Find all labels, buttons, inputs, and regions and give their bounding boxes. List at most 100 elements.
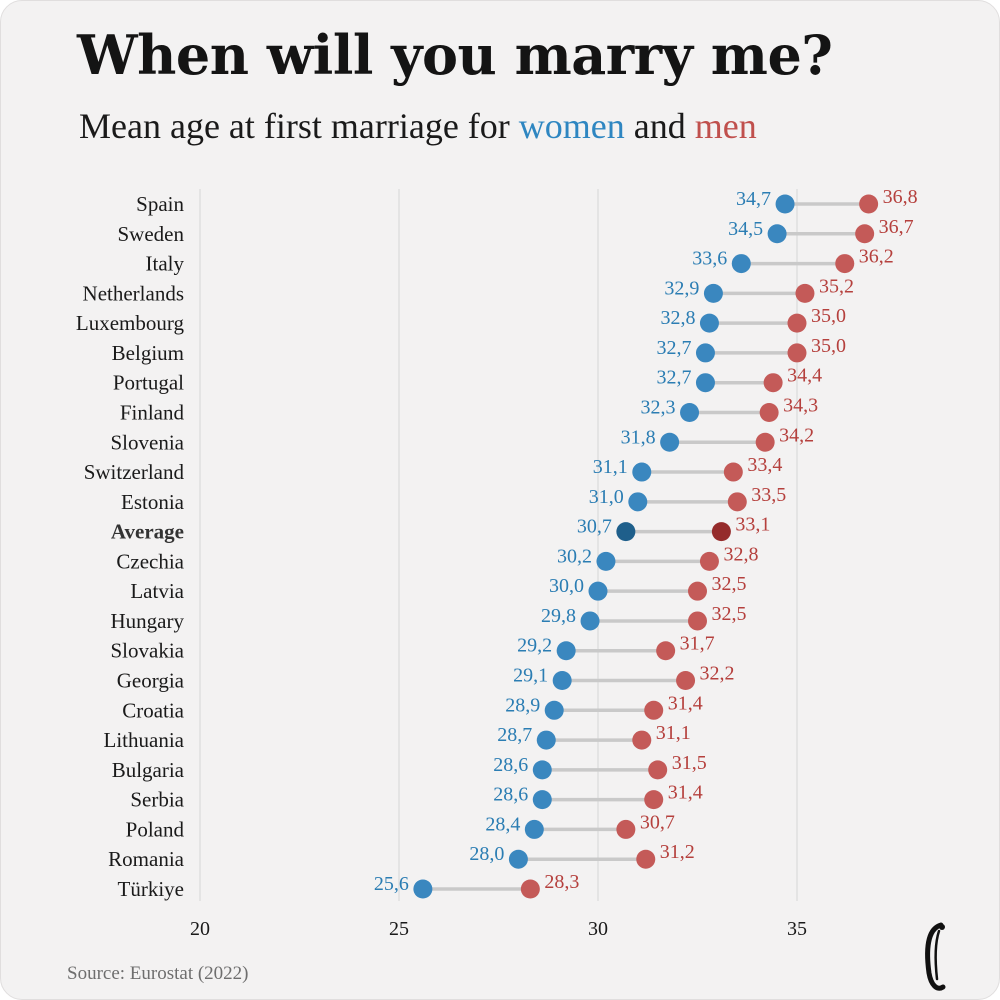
men-point [648, 760, 668, 780]
men-value-label: 31,4 [668, 782, 703, 804]
women-value-label: 29,8 [541, 605, 576, 627]
women-point [596, 551, 616, 571]
women-value-label: 31,1 [593, 456, 628, 478]
women-point [532, 760, 552, 780]
men-value-label: 28,3 [544, 871, 579, 893]
x-tick-label: 35 [787, 918, 807, 940]
women-value-label: 28,6 [493, 754, 528, 776]
women-point [536, 730, 556, 750]
men-value-label: 33,5 [751, 484, 786, 506]
category-label: Bulgaria [112, 758, 185, 782]
women-point [580, 611, 600, 631]
women-value-label: 34,5 [728, 218, 763, 240]
category-label: Finland [120, 400, 185, 424]
men-point [688, 581, 707, 601]
men-value-label: 36,8 [883, 186, 918, 208]
women-point [616, 522, 636, 542]
men-value-label: 33,4 [747, 454, 782, 476]
women-value-label: 31,0 [589, 486, 624, 508]
women-point [695, 373, 715, 393]
category-label: Estonia [121, 490, 185, 514]
category-label: Switzerland [84, 460, 185, 484]
category-label: Netherlands [83, 281, 184, 305]
category-label: Spain [136, 192, 184, 216]
women-point [699, 313, 719, 333]
men-point [759, 402, 779, 422]
men-point [835, 254, 855, 274]
men-point [636, 849, 656, 869]
men-point [644, 700, 664, 720]
women-point [508, 849, 528, 869]
x-tick-label: 25 [389, 918, 409, 940]
men-value-label: 32,5 [712, 573, 747, 595]
category-label: Romania [108, 847, 184, 871]
category-label: Luxembourg [76, 311, 185, 335]
men-point [711, 522, 731, 542]
women-point [731, 254, 751, 274]
women-value-label: 30,2 [557, 545, 592, 567]
category-label: Portugal [113, 371, 184, 395]
women-value-label: 28,9 [505, 694, 540, 716]
category-label: Hungary [111, 609, 185, 633]
women-value-label: 33,6 [692, 248, 727, 270]
chart-subtitle: Mean age at first marriage for women and… [79, 105, 757, 147]
women-value-label: 32,7 [656, 337, 691, 359]
men-value-label: 32,8 [723, 543, 758, 565]
subtitle-men-word: men [694, 106, 757, 146]
category-label: Türkiye [118, 877, 184, 901]
men-point [787, 313, 807, 333]
men-value-label: 34,2 [779, 424, 814, 446]
women-point [660, 432, 680, 452]
women-value-label: 31,8 [621, 426, 656, 448]
women-value-label: 32,7 [656, 367, 691, 389]
women-value-label: 30,0 [549, 575, 584, 597]
subtitle-prefix: Mean age at first marriage for [79, 106, 519, 146]
men-value-label: 35,0 [811, 305, 846, 327]
women-value-label: 28,7 [497, 724, 532, 746]
women-value-label: 28,0 [469, 843, 504, 865]
category-label: Czechia [116, 549, 184, 573]
men-point [859, 194, 879, 214]
subtitle-middle: and [624, 106, 695, 146]
women-value-label: 32,3 [641, 396, 676, 418]
women-point [632, 462, 652, 482]
women-point [544, 700, 564, 720]
men-point [520, 879, 540, 899]
category-label: Croatia [122, 698, 184, 722]
women-value-label: 29,1 [513, 665, 548, 687]
women-value-label: 28,4 [485, 813, 520, 835]
women-value-label: 32,8 [660, 307, 695, 329]
women-point [775, 194, 795, 214]
women-value-label: 29,2 [517, 635, 552, 657]
men-point [763, 373, 783, 393]
women-point [556, 641, 576, 661]
men-point [723, 462, 743, 482]
women-value-label: 30,7 [577, 516, 612, 538]
women-point [524, 819, 544, 839]
women-point [695, 343, 715, 363]
men-value-label: 31,7 [680, 633, 715, 655]
men-point [688, 611, 707, 631]
category-label: Lithuania [104, 728, 185, 752]
women-point [703, 283, 723, 303]
category-label: Belgium [112, 341, 184, 365]
men-point [616, 819, 636, 839]
category-label: Poland [126, 817, 185, 841]
men-value-label: 31,5 [672, 752, 707, 774]
men-value-label: 35,0 [811, 335, 846, 357]
category-label: Serbia [130, 788, 184, 812]
men-value-label: 30,7 [640, 811, 675, 833]
men-point [855, 224, 875, 244]
men-point [795, 283, 815, 303]
men-value-label: 34,3 [783, 394, 818, 416]
men-point [676, 671, 696, 691]
men-point [699, 551, 719, 571]
men-value-label: 36,7 [879, 216, 914, 238]
women-point [532, 790, 552, 810]
men-value-label: 32,2 [700, 663, 735, 685]
men-value-label: 33,1 [735, 514, 770, 536]
men-value-label: 36,2 [859, 246, 894, 268]
men-point [755, 432, 775, 452]
